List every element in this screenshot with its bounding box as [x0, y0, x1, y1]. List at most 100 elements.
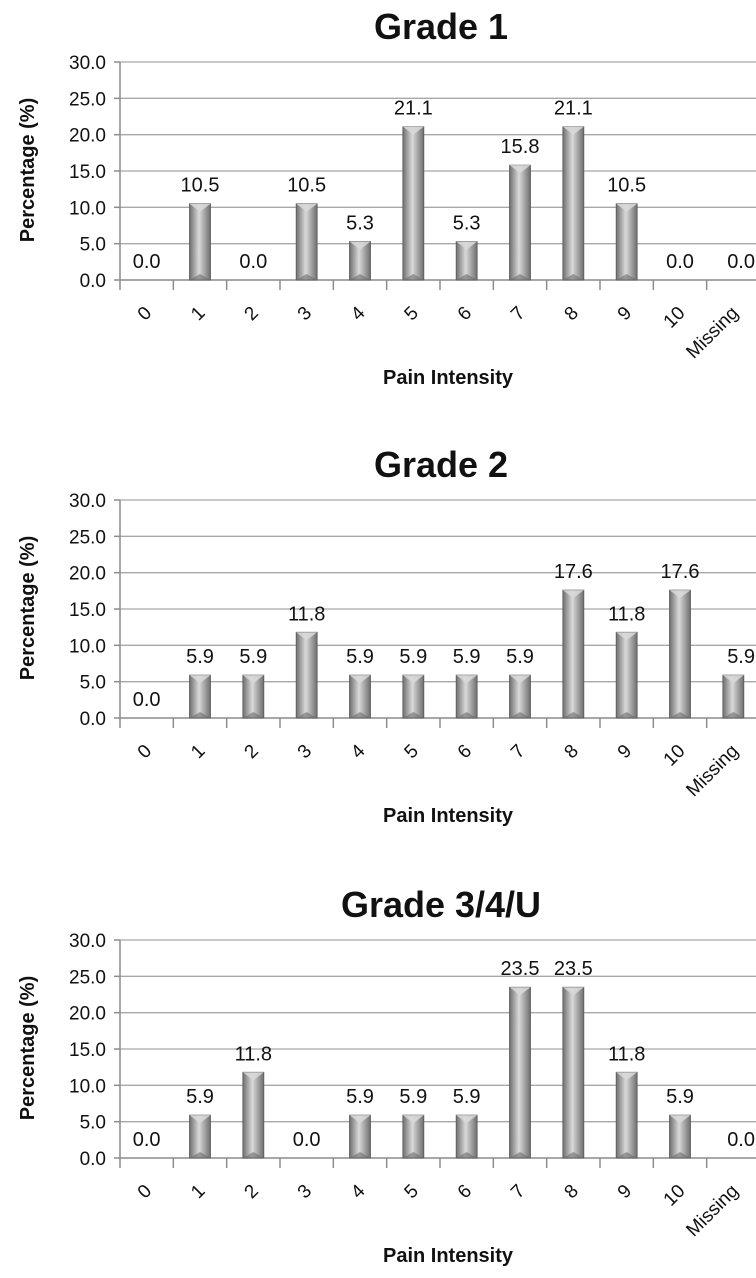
x-tick-label: 10: [660, 303, 690, 333]
bar-base: [616, 712, 638, 718]
bar-base: [669, 1152, 691, 1158]
bar-cap: [296, 203, 318, 212]
plot-area: 0.05.010.015.020.025.030.00.0010.510.021…: [69, 53, 756, 363]
bar-base: [562, 274, 584, 280]
bar-cap: [722, 675, 744, 684]
y-tick-label: 10.0: [69, 636, 106, 657]
bar-cap: [242, 675, 264, 684]
bar-cap: [189, 1115, 211, 1124]
x-tick-label: 3: [294, 303, 316, 325]
x-tick-label: 5: [401, 303, 423, 325]
bar-3: [295, 631, 318, 719]
x-tick-label: 8: [561, 741, 583, 763]
x-tick-label: 4: [347, 1180, 370, 1203]
x-axis-label: Pain Intensity: [383, 367, 514, 389]
bar-cap: [242, 1072, 264, 1081]
bar-base: [296, 274, 318, 280]
data-label: 5.9: [346, 646, 374, 668]
bar-base: [402, 712, 424, 718]
y-tick-label: 5.0: [80, 1113, 106, 1134]
data-label: 0.0: [293, 1129, 321, 1151]
bar-base: [562, 712, 584, 718]
y-tick-label: 0.0: [80, 709, 106, 730]
data-label: 11.8: [235, 1043, 272, 1065]
bar-base: [509, 712, 531, 718]
chart-title: Grade 1: [374, 6, 508, 47]
bar-base: [189, 274, 211, 280]
bar-base: [456, 712, 478, 718]
x-tick-label: 3: [294, 741, 316, 763]
bar-base: [456, 274, 478, 280]
x-tick-label: 10: [660, 741, 690, 771]
bar-base: [402, 274, 424, 280]
bar-cap: [509, 987, 531, 996]
y-tick-label: 30.0: [69, 931, 106, 952]
y-tick-label: 25.0: [69, 89, 106, 110]
data-label: 0.0: [133, 1129, 161, 1151]
y-tick-label: 25.0: [69, 967, 106, 988]
data-label: 15.8: [501, 136, 540, 158]
bar-cap: [456, 241, 478, 250]
bar-1: [189, 203, 211, 281]
data-label: 5.9: [453, 646, 481, 668]
data-label: 0.0: [727, 251, 755, 273]
data-label: 11.8: [608, 603, 645, 625]
x-tick-label: 9: [614, 741, 636, 763]
bar-cap: [562, 590, 584, 599]
bar-cap: [456, 675, 478, 684]
data-label: 11.8: [288, 603, 325, 625]
bar-base: [509, 274, 531, 280]
bar-8: [562, 986, 585, 1159]
data-label: 0.0: [666, 251, 694, 273]
bar-7: [509, 164, 531, 281]
bar-cap: [562, 987, 584, 996]
bar-base: [189, 1152, 211, 1158]
y-tick-label: 30.0: [69, 53, 106, 74]
data-label: 0.0: [239, 251, 267, 273]
bar-cap: [509, 675, 531, 684]
chart-grade-1: Grade 1 Percentage (%) Pain Intensity 0.…: [0, 0, 756, 400]
x-axis-label: Pain Intensity: [383, 1245, 514, 1267]
bar-cap: [509, 165, 531, 174]
x-tick-label: 7: [507, 741, 529, 763]
bar-cap: [349, 1115, 371, 1124]
y-axis-label: Percentage (%): [17, 98, 39, 243]
data-label: 5.9: [399, 1086, 427, 1108]
bar-9: [615, 1071, 638, 1159]
bar-cap: [669, 1115, 691, 1124]
bar-base: [722, 712, 744, 718]
chart-grade-3-4-u: Grade 3/4/U Percentage (%) Pain Intensit…: [0, 878, 756, 1278]
data-label: 0.0: [133, 689, 161, 711]
bar-base: [616, 274, 638, 280]
data-label: 17.6: [554, 561, 593, 583]
bar-cap: [349, 675, 371, 684]
data-label: 5.9: [346, 1086, 374, 1108]
y-tick-label: 0.0: [80, 1149, 106, 1170]
x-tick-label: 3: [294, 1181, 316, 1203]
x-tick-label: 1: [187, 303, 209, 325]
x-tick-label: 2: [241, 303, 263, 325]
bar-base: [189, 712, 211, 718]
bar-base: [242, 712, 264, 718]
y-tick-label: 20.0: [69, 126, 106, 147]
y-axis-label: Percentage (%): [17, 536, 39, 681]
data-label: 21.1: [554, 98, 593, 120]
bar-cap: [402, 675, 424, 684]
data-label: 5.3: [453, 212, 481, 234]
bar-cap: [616, 203, 638, 212]
data-label: 5.9: [239, 646, 267, 668]
x-tick-label: 10: [660, 1181, 690, 1211]
bar-8: [562, 126, 585, 281]
data-label: 5.3: [346, 212, 374, 234]
data-label: 10.5: [181, 175, 220, 197]
y-tick-label: 20.0: [69, 564, 106, 585]
data-label: 5.9: [399, 646, 427, 668]
bar-base: [296, 712, 318, 718]
y-tick-label: 5.0: [80, 235, 106, 256]
data-label: 5.9: [186, 646, 214, 668]
x-tick-label: Missing: [682, 1181, 742, 1241]
bar-cap: [402, 126, 424, 135]
y-tick-label: 5.0: [80, 673, 106, 694]
y-tick-label: 25.0: [69, 527, 106, 548]
bar-cap: [189, 675, 211, 684]
